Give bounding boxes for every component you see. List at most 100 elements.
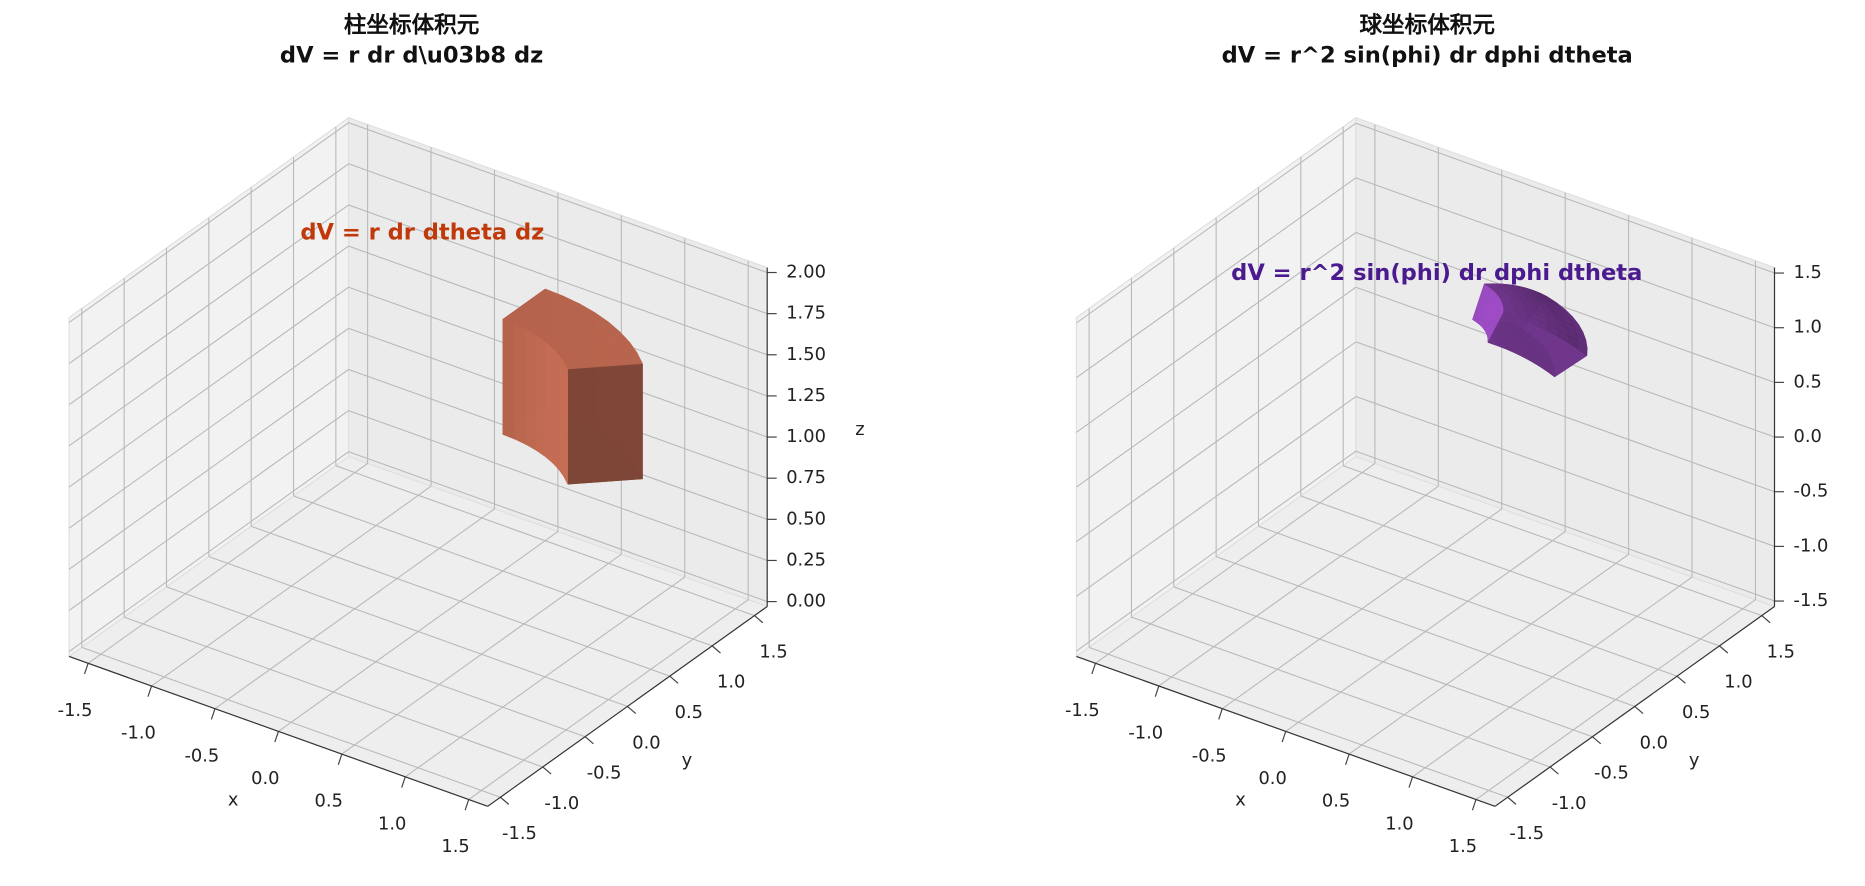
grid-line — [348, 451, 768, 603]
z-tick-label: 1.5 — [1794, 262, 1822, 283]
grid-line — [68, 163, 349, 365]
z-tick-label: 0.25 — [786, 549, 826, 570]
x-tick-label: 0.5 — [315, 791, 343, 812]
tick-mark — [464, 799, 470, 811]
y-tick-label: 0.5 — [675, 702, 703, 723]
tick-mark — [542, 766, 552, 775]
x-tick-label: 1.5 — [441, 836, 469, 857]
grid-line — [1355, 122, 1775, 274]
grid-line — [1355, 396, 1775, 547]
z-tick-label: 2.00 — [786, 262, 826, 283]
y-tick-label: -1.0 — [1552, 793, 1587, 814]
grid-line — [1131, 616, 1551, 768]
z-tick-label: -1.0 — [1794, 535, 1829, 556]
z-tick-label: 0.5 — [1794, 371, 1822, 392]
chart-title: dV = r^2 sin(phi) dr dphi dtheta — [1222, 42, 1633, 68]
axis-line — [487, 606, 768, 807]
volume-face — [567, 363, 643, 485]
grid-line — [348, 204, 768, 356]
z-tick-label: 1.25 — [786, 385, 826, 406]
grid-line — [68, 327, 349, 529]
x-tick-label: -0.5 — [1192, 745, 1227, 766]
grid-line — [81, 646, 501, 798]
axis-line — [1076, 655, 1496, 807]
grid-line — [335, 465, 755, 617]
tick-mark — [83, 663, 89, 675]
z-tick-label: 1.50 — [786, 344, 826, 365]
chart-title: dV = r dr d\u03b8 dz — [280, 42, 543, 68]
x-tick-label: 0.0 — [1258, 768, 1286, 789]
x-tick-label: 0.5 — [1322, 791, 1350, 812]
tick-mark — [1345, 753, 1350, 765]
grid-line — [1258, 525, 1678, 677]
z-tick-label: 1.75 — [786, 303, 826, 324]
tick-mark — [1592, 736, 1602, 745]
grid-line — [348, 163, 768, 315]
x-tick-label: 0.0 — [251, 768, 279, 789]
tick-mark — [1218, 708, 1223, 720]
tick-mark — [584, 736, 594, 745]
grid-line — [348, 122, 768, 274]
x-tick-label: -1.0 — [1128, 723, 1163, 744]
grid-line — [348, 410, 768, 561]
grid-line — [68, 204, 349, 406]
volume-face — [514, 323, 527, 445]
grid-line — [68, 369, 349, 570]
grid-line — [250, 525, 670, 677]
annotation: dV = r^2 sin(phi) dr dphi dtheta — [1231, 260, 1642, 286]
tick-mark — [1676, 675, 1686, 684]
grid-line — [68, 286, 349, 488]
y-axis-label: y — [1689, 750, 1700, 771]
volume-face — [525, 328, 537, 451]
volume-face — [558, 353, 565, 478]
grid-line — [1076, 396, 1357, 597]
x-tick-label: -0.5 — [184, 745, 219, 766]
tick-mark — [274, 731, 279, 743]
x-axis-label: x — [228, 789, 239, 810]
z-tick-label: 1.00 — [786, 426, 826, 447]
grid-line — [68, 245, 349, 447]
tick-mark — [1408, 776, 1414, 788]
z-tick-label: -0.5 — [1794, 481, 1829, 502]
grid-line — [68, 451, 349, 652]
grid-line — [208, 556, 628, 707]
y-tick-label: -1.5 — [1509, 823, 1544, 844]
tick-mark — [1091, 663, 1096, 675]
z-tick-label: -1.5 — [1794, 590, 1829, 611]
tick-mark — [147, 685, 153, 697]
chart-title: 柱坐标体积元 — [344, 13, 480, 39]
y-tick-label: -1.5 — [502, 823, 537, 844]
y-tick-label: 0.0 — [632, 732, 660, 753]
grid-line — [166, 586, 586, 738]
grid-line — [1076, 177, 1357, 379]
grid-line — [123, 616, 543, 768]
tick-mark — [1471, 799, 1477, 811]
volume-face — [535, 334, 546, 457]
y-tick-label: -0.5 — [1594, 763, 1629, 784]
grid-line — [1076, 286, 1357, 488]
grid-line — [1088, 646, 1508, 798]
volume-face — [563, 352, 643, 370]
tick-mark — [1507, 796, 1517, 805]
grid-line — [1342, 465, 1762, 617]
y-tick-label: 0.5 — [1682, 702, 1710, 723]
volume-face — [544, 340, 553, 464]
y-axis-label: y — [682, 750, 693, 771]
y-tick-label: 0.0 — [1640, 732, 1668, 753]
tick-mark — [711, 645, 721, 654]
tick-mark — [669, 675, 679, 684]
y-tick-label: 1.0 — [717, 672, 745, 693]
z-axis-label: z — [855, 419, 864, 440]
grid-line — [1173, 586, 1593, 738]
grid-line — [1076, 232, 1357, 433]
tick-mark — [1281, 731, 1287, 743]
y-tick-label: 1.5 — [1767, 641, 1795, 662]
z-tick-label: 0.75 — [786, 467, 826, 488]
z-tick-label: 0.50 — [786, 508, 826, 529]
grid-line — [1355, 450, 1775, 602]
grid-line — [293, 495, 713, 647]
grid-line — [1300, 495, 1720, 647]
y-tick-label: -0.5 — [587, 763, 622, 784]
